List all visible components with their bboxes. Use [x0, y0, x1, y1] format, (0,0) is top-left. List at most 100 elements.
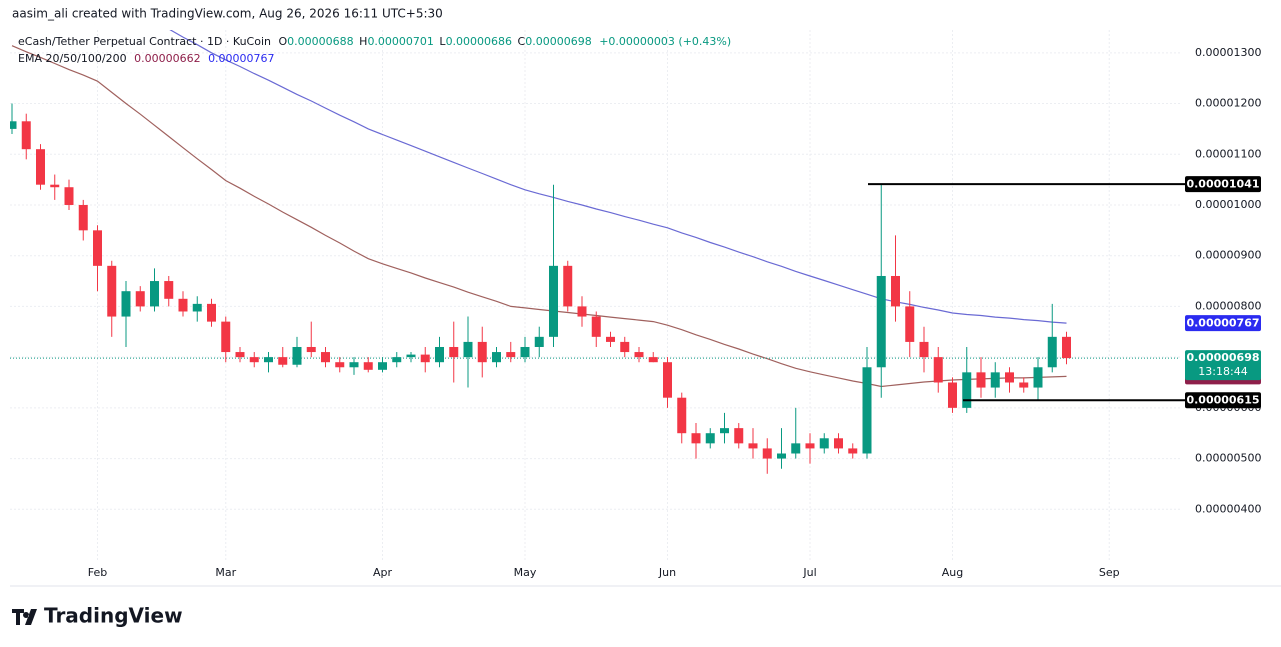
candle-body [834, 438, 843, 449]
candle-body [150, 281, 159, 307]
l-label: L [439, 35, 446, 48]
x-tick-label: Mar [215, 566, 236, 579]
candle-body [577, 306, 587, 317]
candle-body [705, 433, 715, 444]
candle-body [1033, 367, 1043, 388]
candle-body [990, 372, 1000, 388]
candle-body [520, 346, 530, 358]
candle-body [948, 382, 957, 408]
c-label: C [518, 35, 526, 48]
y-tick-label: 0.00000900 [1195, 249, 1261, 262]
candle-body [891, 275, 900, 307]
level-label-text: 0.00001041 [1186, 178, 1259, 191]
candle-body [549, 265, 558, 337]
candle-body [306, 346, 316, 353]
candle-body [720, 428, 729, 434]
candle-body [335, 362, 345, 368]
candle-body [933, 357, 943, 383]
candle-body [876, 275, 886, 368]
candle-body [492, 352, 501, 363]
candle-body [107, 265, 117, 317]
candle-body [378, 362, 387, 370]
candle-body [862, 367, 872, 454]
candle-body [264, 357, 273, 363]
plot-area [10, 30, 1180, 474]
candle-body [663, 362, 672, 398]
x-tick-label: May [514, 566, 537, 579]
candle-body [634, 352, 644, 358]
legend-ohlc: eCash/Tether Perpetual Contract · 1D · K… [18, 35, 731, 48]
candle-body [278, 357, 288, 365]
candle-body [36, 149, 45, 185]
candle-body [192, 303, 202, 312]
countdown: 13:18:44 [1198, 365, 1247, 378]
candle-body [349, 362, 359, 368]
legend-ema: EMA 20/50/100/200 0.00000662 0.00000767 [18, 52, 275, 65]
ema-value: 0.00000767 [208, 52, 274, 65]
candle-body [321, 352, 330, 363]
candle-body [164, 281, 174, 299]
candle-body [249, 357, 259, 363]
h-value: 0.00000701 [367, 35, 433, 48]
brand: TradingView [44, 604, 183, 628]
ema-line [169, 30, 1067, 324]
level-label-text: 0.00000615 [1186, 394, 1259, 407]
candle-body [848, 448, 858, 454]
candle-body [791, 443, 801, 454]
level-label-box [1185, 176, 1261, 193]
y-tick-label: 0.00001200 [1195, 97, 1261, 110]
candle-body [178, 298, 188, 312]
x-tick-label: Jul [802, 566, 816, 579]
candle-body [435, 346, 444, 363]
candle-body [78, 204, 88, 231]
candle-body [919, 341, 929, 358]
symbol: eCash/Tether Perpetual Contract · 1D · K… [18, 35, 271, 48]
x-tick-label: Apr [373, 566, 393, 579]
candle-body [50, 184, 60, 188]
candle-body [1062, 336, 1071, 359]
candle-body [976, 372, 986, 388]
last-price-box [1185, 350, 1261, 381]
brand-logo: TradingView [12, 604, 183, 628]
candle-body [221, 321, 231, 353]
level-label-box [1185, 392, 1261, 409]
candle-body [734, 428, 744, 444]
o-label: O [279, 35, 288, 48]
candle-body [777, 453, 786, 459]
candle-body [1047, 336, 1057, 368]
candle-body [677, 397, 687, 434]
candle-body [962, 372, 972, 408]
candle-body [235, 352, 245, 358]
y-tick-label: 0.00001100 [1195, 147, 1261, 160]
ema-line [11, 45, 1067, 388]
candle-body [21, 121, 31, 150]
grid [10, 30, 1180, 560]
candle-body [1005, 372, 1014, 383]
candle-body [762, 448, 772, 459]
credit: aasim_ali created with TradingView.com, … [12, 7, 443, 21]
y-tick-label: 0.00001300 [1195, 46, 1261, 59]
candle-body [563, 265, 573, 307]
c-value: 0.00000698 [525, 35, 591, 48]
candle-body [905, 306, 915, 342]
candle-body [121, 291, 131, 317]
l-value: 0.00000686 [446, 35, 512, 48]
y-tick-label: 0.00001000 [1195, 198, 1261, 211]
candle-body [363, 362, 373, 370]
candle-body [1019, 382, 1029, 388]
candle-body [606, 336, 615, 342]
candle-body [748, 443, 758, 449]
candle-body [64, 187, 74, 205]
candle-body [477, 341, 487, 363]
o-value: 0.00000688 [287, 35, 353, 48]
h-label: H [359, 35, 367, 48]
candle-body [463, 341, 473, 358]
candle-body [292, 346, 302, 365]
candle-body [534, 336, 544, 347]
candle-body [805, 443, 815, 449]
candle-body [406, 354, 416, 358]
candle-body [392, 357, 402, 363]
x-tick-label: Aug [942, 566, 963, 579]
candle-body [691, 433, 701, 444]
